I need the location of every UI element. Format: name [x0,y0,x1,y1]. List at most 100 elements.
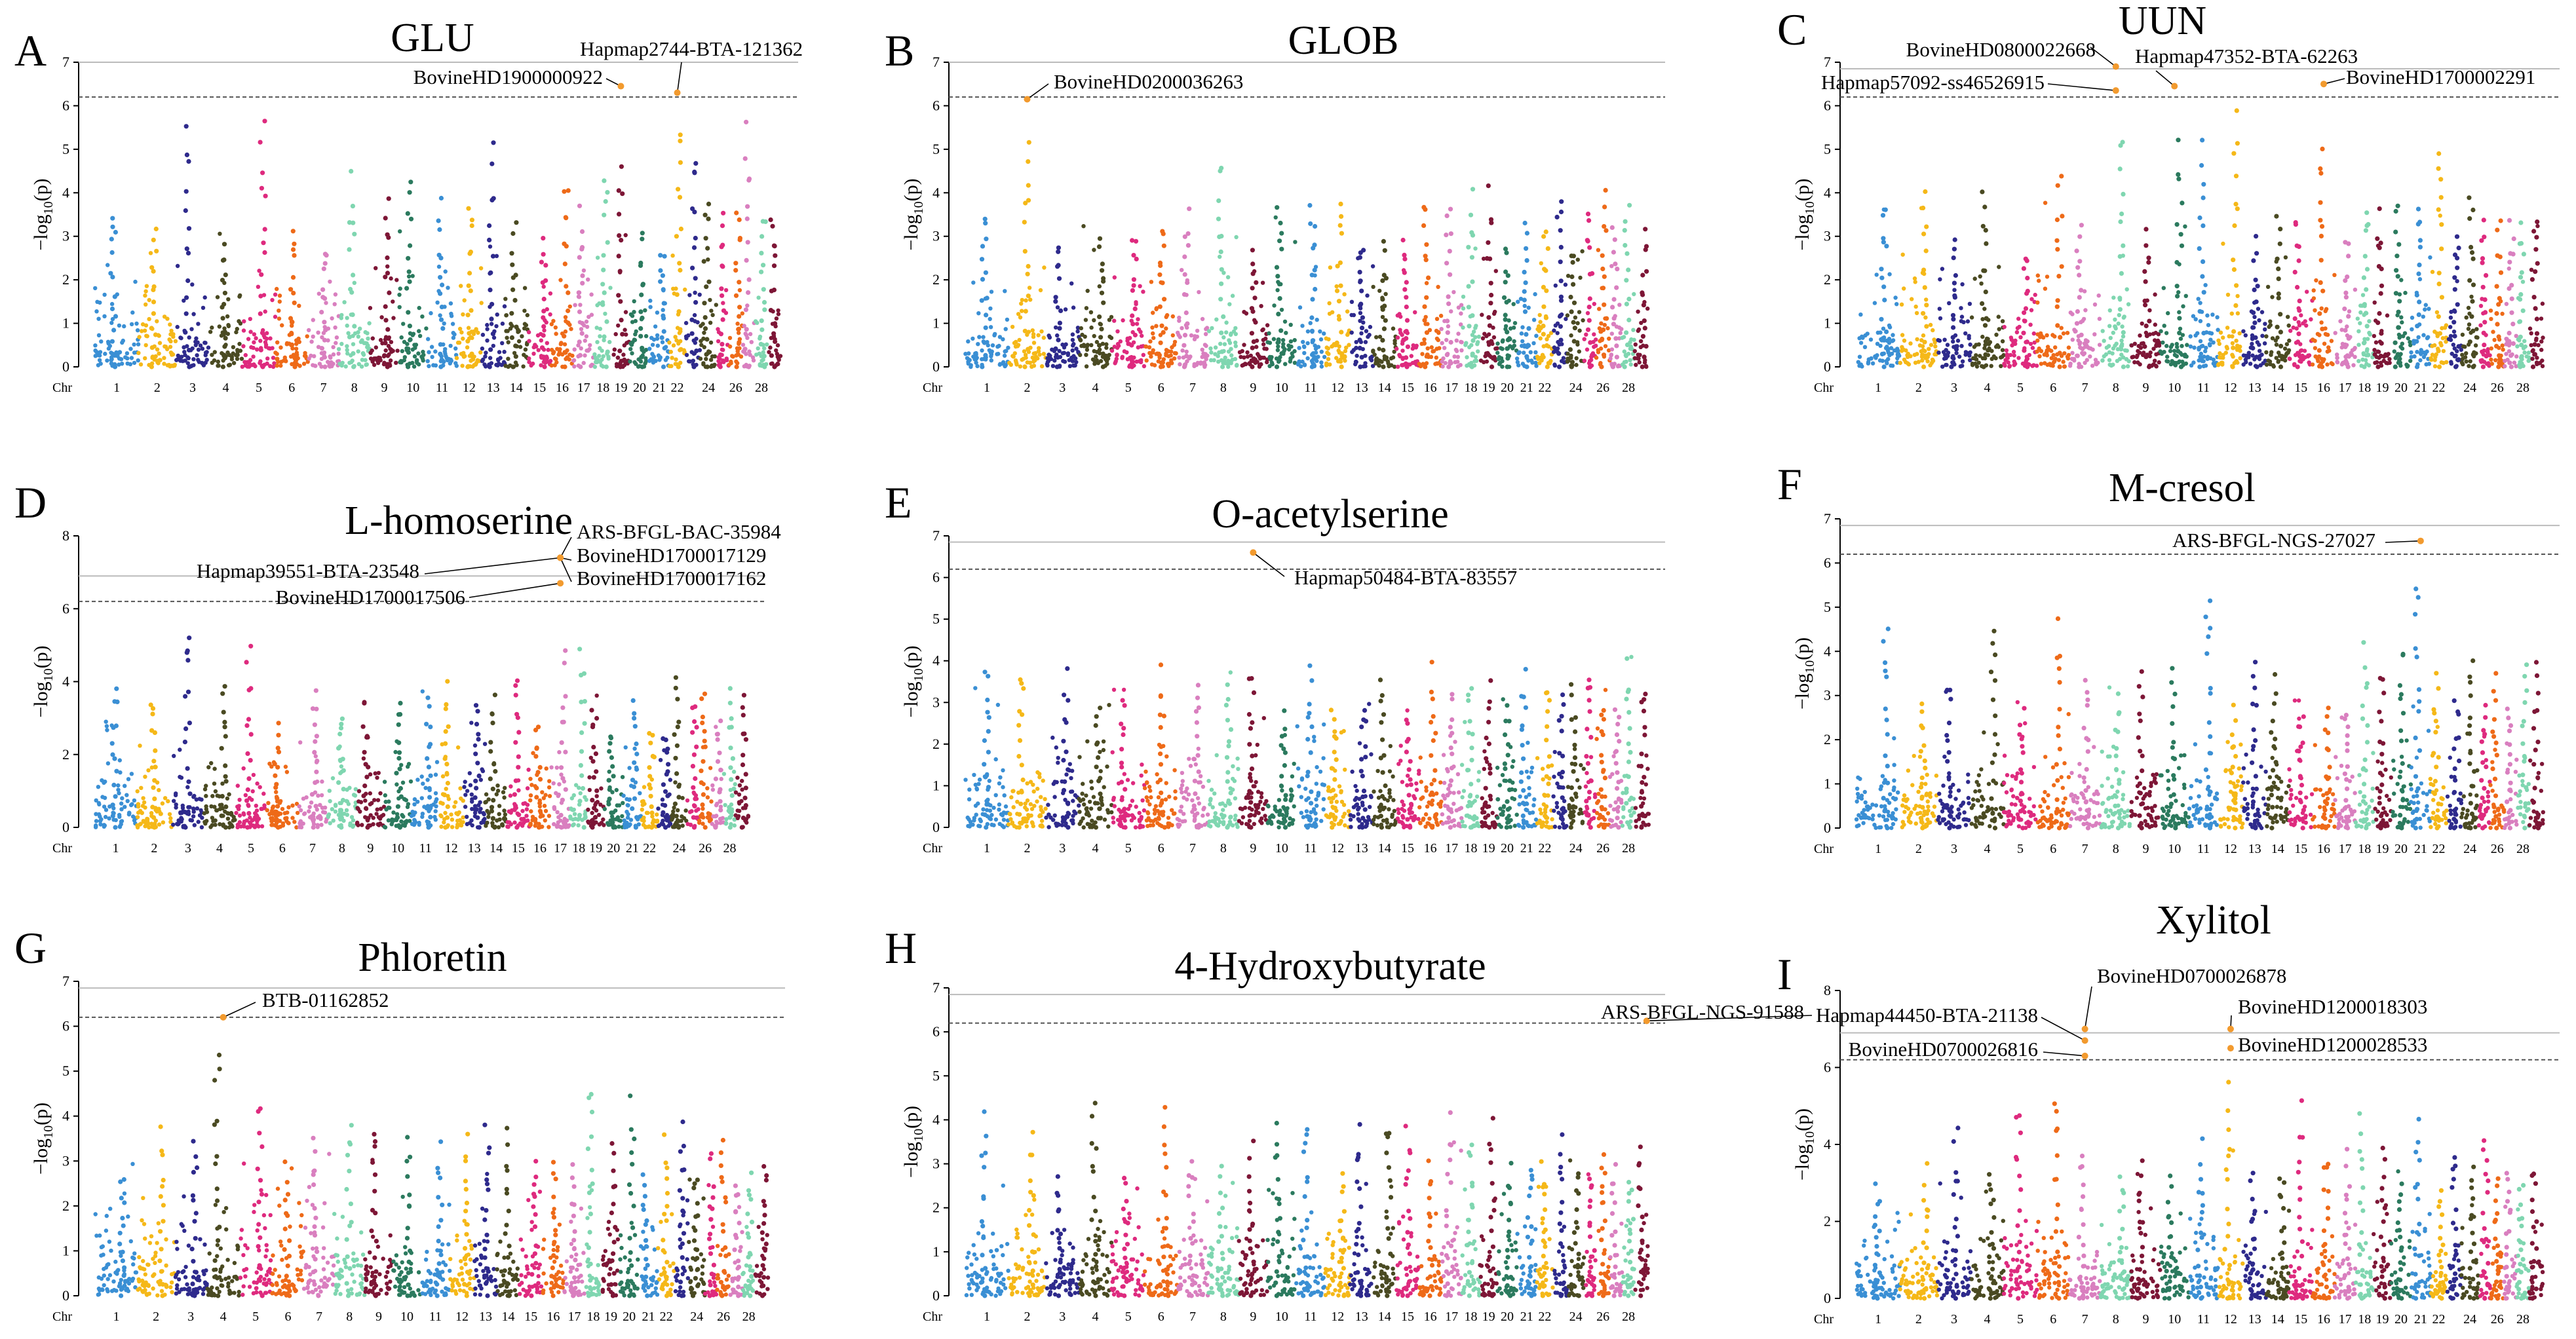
snp-point [2017,324,2022,330]
snp-point [162,314,167,319]
snp-point [1586,218,1592,223]
snp-point [678,132,683,138]
snp-point [2255,284,2260,289]
snp-point [416,362,421,367]
snp-point [366,343,370,348]
snp-point [2181,304,2185,309]
snp-point [1200,354,1204,360]
snp-point [265,356,270,361]
snp-point [2438,214,2442,218]
snp-point [494,254,499,258]
snp-point [2176,172,2181,177]
snp-point [721,358,725,363]
snp-point [1908,341,1913,346]
snp-point [401,322,406,326]
snp-point [1053,325,1058,330]
snp-point [2074,321,2080,326]
snp-point [1500,359,1505,364]
snp-point [2518,297,2523,302]
snp-point [1281,341,1286,347]
snp-point [527,360,531,364]
snp-point [504,313,509,318]
snp-point [94,812,98,816]
snp-point [284,341,290,346]
snp-point [2396,309,2401,314]
snp-point [2539,339,2544,344]
snp-point [535,333,541,338]
snp-point [324,301,328,305]
snp-point [1182,292,1187,297]
snp-point [742,324,746,328]
snp-point [1587,296,1592,301]
snp-point [1978,274,1982,279]
snp-point [2361,351,2366,356]
snp-point [143,293,147,298]
snp-point [2493,358,2498,362]
snp-point [364,362,368,367]
snp-point [562,241,567,246]
snp-point [500,321,505,326]
snp-point [1343,349,1348,354]
snp-point [527,356,531,361]
snp-point [541,333,546,338]
snp-point [1092,362,1097,366]
snp-point [674,338,679,343]
snp-point [1234,235,1239,240]
snp-point [202,295,207,300]
snp-point [1522,309,1528,314]
snp-point [466,326,471,330]
snp-point [1982,307,1987,311]
snp-point [2292,316,2297,321]
snp-point [1326,357,1331,362]
snp-point [1599,321,1604,326]
snp-point [1149,280,1154,284]
snp-point [2056,274,2062,279]
snp-point [1092,318,1096,322]
snp-point [1575,257,1580,262]
snp-point [2399,278,2404,282]
snp-point [2200,358,2204,364]
snp-point [633,332,638,337]
snp-point [491,140,496,145]
snp-point [320,287,326,292]
snp-point [122,324,126,329]
snp-point [1100,364,1105,369]
snp-point [2377,245,2382,250]
snp-point [2518,274,2524,280]
snp-point [1391,355,1396,360]
snp-point [1567,347,1573,352]
snp-point [503,364,508,368]
snp-point [558,278,563,282]
snp-point [1910,297,1914,301]
snp-point [620,331,625,337]
snp-point [2376,350,2381,354]
snp-point [2090,347,2095,352]
snp-point [1997,265,2001,269]
snp-point [1147,345,1152,350]
snp-point [462,298,467,303]
snp-point [1425,352,1430,358]
snp-point [1361,320,1366,325]
snp-point [1056,249,1061,254]
snp-point [2534,331,2540,336]
snp-point [1022,349,1027,354]
snp-point [640,315,645,320]
snp-point [661,329,666,334]
chr-tick-label: 6 [288,381,295,395]
snp-point [1366,334,1370,339]
snp-point [1221,314,1226,319]
snp-point [1524,331,1529,337]
snp-point [351,220,356,225]
snp-point [103,351,107,356]
snp-point [406,274,412,279]
snp-point [1343,358,1347,363]
snp-point [2050,364,2055,368]
snp-point [391,299,395,304]
snp-point [1565,360,1570,364]
snp-point [2296,331,2301,337]
snp-point [2508,251,2513,256]
snp-point [1157,272,1163,277]
snp-point [673,335,678,339]
snp-point [1261,342,1266,347]
snp-point [387,290,392,295]
